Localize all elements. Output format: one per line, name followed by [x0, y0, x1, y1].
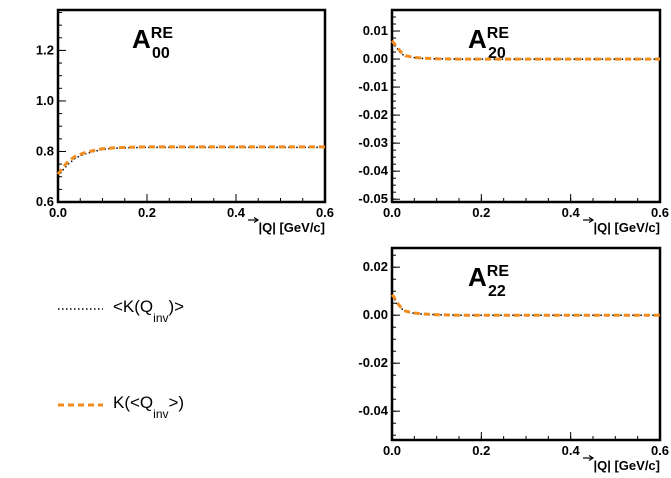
x-axis-title: |Q| [GeV/c] — [593, 458, 660, 473]
series-line-kqinv-avg — [391, 41, 660, 60]
y-tick-label: -0.04 — [358, 403, 388, 418]
x-tick-label: 0.2 — [138, 205, 156, 220]
series-line-kqinv-avg — [391, 295, 660, 316]
series-line-k-avgqinv — [390, 39, 660, 61]
x-axis-title: |Q| [GeV/c] — [593, 220, 660, 235]
series-line-k-avgqinv — [56, 145, 325, 176]
plot-frame — [390, 246, 662, 442]
y-tick-label: -0.01 — [358, 79, 388, 94]
vector-arrowhead-icon — [253, 216, 260, 224]
panel-symbol-sub: 00 — [152, 45, 170, 62]
y-tick-label: 0.02 — [363, 259, 388, 274]
y-tick-label: -0.05 — [358, 191, 388, 206]
x-tick-label: 0.4 — [562, 443, 581, 458]
x-axis-title: |Q| [GeV/c] — [258, 220, 325, 235]
y-tick-label: -0.04 — [358, 163, 388, 178]
y-tick-label: 0.8 — [36, 143, 54, 158]
y-tick-label: 1.0 — [36, 93, 54, 108]
x-tick-label: 0.0 — [49, 205, 67, 220]
plot-frame — [390, 8, 662, 204]
y-tick-label: 0.01 — [363, 23, 388, 38]
x-tick-label: 0.4 — [562, 205, 581, 220]
panel-symbol: ARE — [468, 262, 509, 292]
vector-arrowhead-icon — [588, 216, 595, 224]
legend-label-k-avgqinv: K(<Qinv>) — [113, 393, 184, 421]
series-line-kqinv-avg — [57, 146, 325, 178]
x-tick-label: 0.0 — [383, 443, 401, 458]
x-tick-label: 0.2 — [472, 443, 490, 458]
panel-symbol: ARE — [468, 24, 509, 54]
y-tick-label: -0.03 — [358, 135, 388, 150]
x-tick-label: 0.2 — [472, 205, 490, 220]
x-tick-label: 0.6 — [651, 443, 669, 458]
y-tick-label: -0.02 — [358, 355, 388, 370]
x-tick-label: 0.6 — [316, 205, 334, 220]
x-tick-label: 0.4 — [227, 205, 246, 220]
panel-20: 0.0 0.2 0.4 0.6 0.01 0.00 -0.01 -0.02 -0.03 -0.04… — [358, 8, 669, 235]
panel-symbol: ARE — [132, 24, 173, 54]
y-tick-label: 0.00 — [363, 51, 388, 66]
panel-symbol-sub: 20 — [488, 45, 506, 62]
panel-22: 0.0 0.2 0.4 0.6 0.02 0.00 -0.02 -0.04 |Q| [GeV/c… — [358, 246, 669, 473]
y-tick-label: -0.02 — [358, 107, 388, 122]
y-tick-label: 0.00 — [363, 307, 388, 322]
legend-label-kqinv-avg: <K(Qinv)> — [113, 297, 184, 325]
vector-arrowhead-icon — [588, 454, 595, 462]
x-tick-label: 0.6 — [651, 205, 669, 220]
series-line-k-avgqinv — [390, 293, 660, 317]
y-tick-label: 1.2 — [36, 42, 54, 57]
plot-frame — [56, 8, 327, 204]
legend: <K(Qinv)> K(<Qinv>) — [58, 297, 184, 421]
panel-symbol-sub: 22 — [488, 283, 506, 300]
y-tick-label: 0.6 — [36, 194, 54, 209]
x-tick-label: 0.0 — [383, 205, 401, 220]
